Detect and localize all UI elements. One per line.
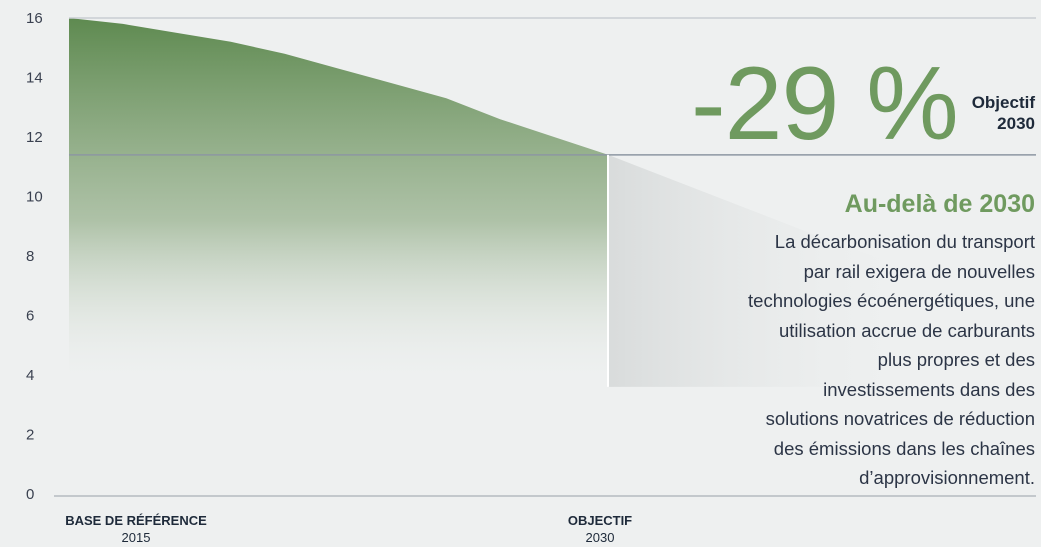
y-tick-label: 16 — [26, 10, 43, 27]
aside-title: Au-delà de 2030 — [844, 190, 1035, 218]
x-tick-sublabel: 2015 — [122, 530, 151, 545]
aside-line: utilisation accrue de carburants — [778, 319, 1035, 341]
aside-line: investissements dans des — [823, 378, 1035, 400]
beyond-2030-panel: Au-delà de 2030 La décarbonisation du tr… — [615, 190, 1035, 493]
reduction-label-line1: Objectif — [971, 93, 1035, 112]
headline: -29 % Objectif 2030 — [691, 52, 1035, 156]
y-tick-label: 12 — [26, 129, 43, 146]
aside-line: plus propres et des — [877, 349, 1035, 370]
y-tick-label: 4 — [26, 367, 34, 384]
y-tick-label: 2 — [26, 427, 34, 444]
emissions-area — [69, 18, 608, 387]
x-tick-label: BASE DE RÉFÉRENCE — [65, 513, 207, 528]
aside-line: d’approvisionnement. — [859, 467, 1035, 488]
reduction-value: -29 % — [691, 46, 959, 162]
y-tick-label: 0 — [26, 486, 34, 503]
aside-line: La décarbonisation du transport — [774, 231, 1035, 252]
reduction-label-line2: 2030 — [997, 114, 1035, 133]
aside-line: solutions novatrices de réduction — [765, 408, 1035, 429]
aside-line: technologies écoénergétiques, une — [748, 290, 1035, 311]
y-tick-label: 10 — [26, 189, 43, 206]
y-tick-label: 8 — [26, 248, 34, 265]
reduction-label: Objectif 2030 — [972, 92, 1035, 134]
aside-line: par rail exigera de nouvelles — [803, 260, 1035, 282]
y-tick-label: 14 — [26, 70, 43, 87]
aside-line: des émissions dans les chaînes — [773, 437, 1035, 459]
projection-area — [608, 154, 932, 387]
x-axis-labels: BASE DE RÉFÉRENCE 2015 OBJECTIF 2030 — [65, 513, 632, 545]
y-axis-ticks: 0 2 4 6 8 10 12 14 16 — [26, 10, 43, 503]
aside-body: La décarbonisation du transport par rail… — [615, 227, 1035, 493]
x-tick-label: OBJECTIF — [568, 513, 632, 528]
y-tick-label: 6 — [26, 308, 34, 325]
x-tick-sublabel: 2030 — [586, 530, 615, 545]
